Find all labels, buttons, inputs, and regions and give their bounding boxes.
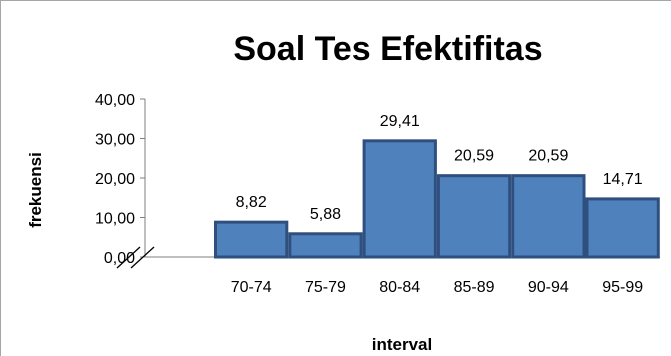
y-axis-title: frekuensi: [26, 152, 45, 228]
x-tick-label-95-99: 95-99: [602, 279, 643, 296]
y-tick-label: 30,00: [95, 132, 135, 149]
x-axis-title: interval: [372, 335, 432, 354]
x-tick-label-90-94: 90-94: [528, 279, 569, 296]
bar-75-79: [288, 232, 363, 259]
y-tick-label: 10,00: [95, 211, 135, 228]
x-tick-label-75-79: 75-79: [305, 279, 346, 296]
bar-95-99: [585, 197, 660, 259]
bar-90-94: [511, 174, 586, 259]
data-label-70-74: 8,82: [236, 194, 267, 211]
y-axis: 0,00 10,00 20,00 30,00 40,00: [95, 92, 146, 267]
x-tick-labels-group: 70-74 75-79 80-84 85-89 90-94 95-99: [231, 279, 644, 296]
x-tick-label-80-84: 80-84: [379, 279, 420, 296]
x-tick-label-85-89: 85-89: [454, 279, 495, 296]
chart-title: Soal Tes Efektifitas: [233, 30, 542, 68]
axis-break-mark: [116, 246, 155, 269]
data-labels-group: 8,82 5,88 29,41 20,59 20,59 14,71: [236, 113, 643, 223]
x-tick-label-70-74: 70-74: [231, 279, 272, 296]
bar-80-84: [362, 139, 437, 259]
bar-70-74: [214, 220, 289, 259]
y-tick-label: 40,00: [95, 92, 135, 109]
data-label-90-94: 20,59: [528, 148, 568, 165]
data-label-95-99: 14,71: [603, 171, 643, 188]
data-label-80-84: 29,41: [380, 113, 420, 130]
y-tick-label: 0,00: [104, 250, 135, 267]
y-tick-label: 20,00: [95, 171, 135, 188]
bars-group: [214, 139, 660, 259]
data-label-85-89: 20,59: [454, 148, 494, 165]
data-label-75-79: 5,88: [310, 206, 341, 223]
bar-85-89: [436, 174, 512, 259]
